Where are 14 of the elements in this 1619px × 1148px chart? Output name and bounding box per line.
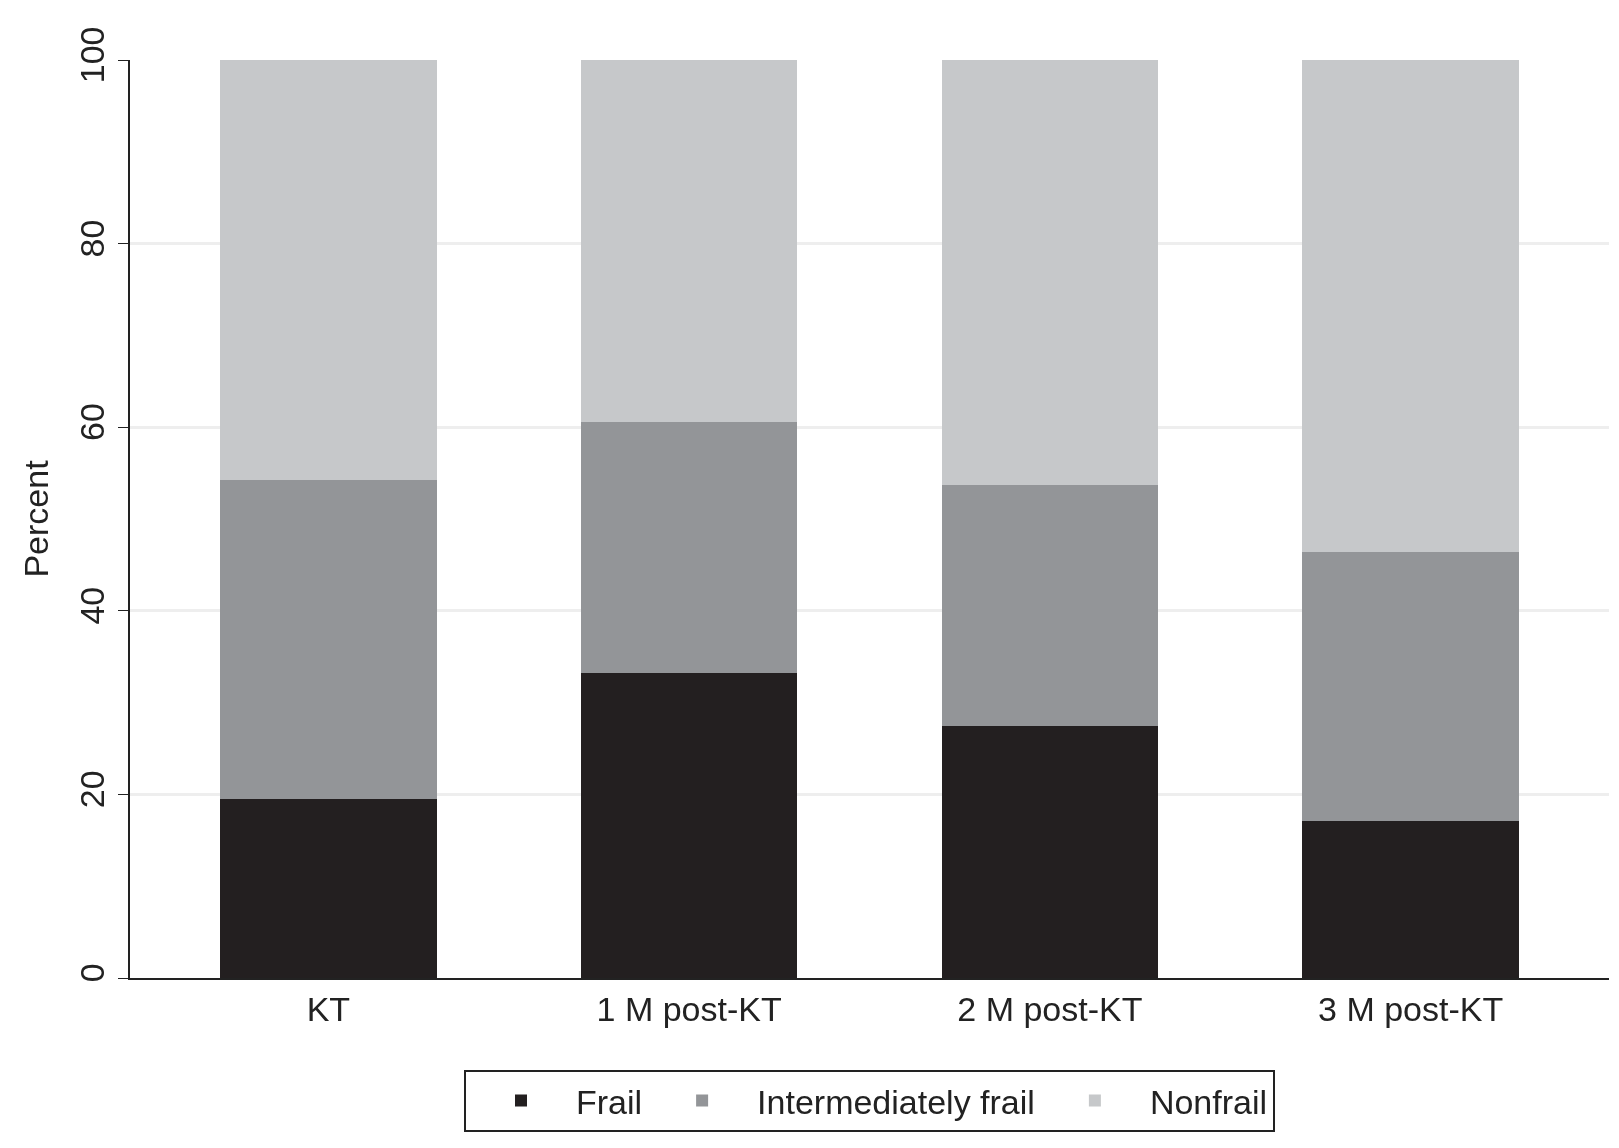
y-tick-label: 20 — [73, 770, 112, 809]
x-tick-label: 2 M post-KT — [957, 989, 1143, 1028]
y-tick-label: 0 — [73, 963, 112, 983]
x-tick-label: 3 M post-KT — [1318, 989, 1504, 1028]
y-axis-title: Percent — [16, 459, 55, 578]
x-tick-label: 1 M post-KT — [596, 989, 782, 1028]
legend-label: Frail — [576, 1082, 643, 1121]
y-tick-label: 40 — [73, 586, 112, 625]
legend-label: Intermediately frail — [757, 1082, 1035, 1121]
y-tick-label: 100 — [73, 26, 112, 84]
legend-label: Nonfrail — [1149, 1082, 1268, 1121]
y-tick-label: 60 — [73, 403, 112, 442]
y-tick-label: 80 — [73, 219, 112, 258]
x-tick-label: KT — [306, 989, 351, 1028]
